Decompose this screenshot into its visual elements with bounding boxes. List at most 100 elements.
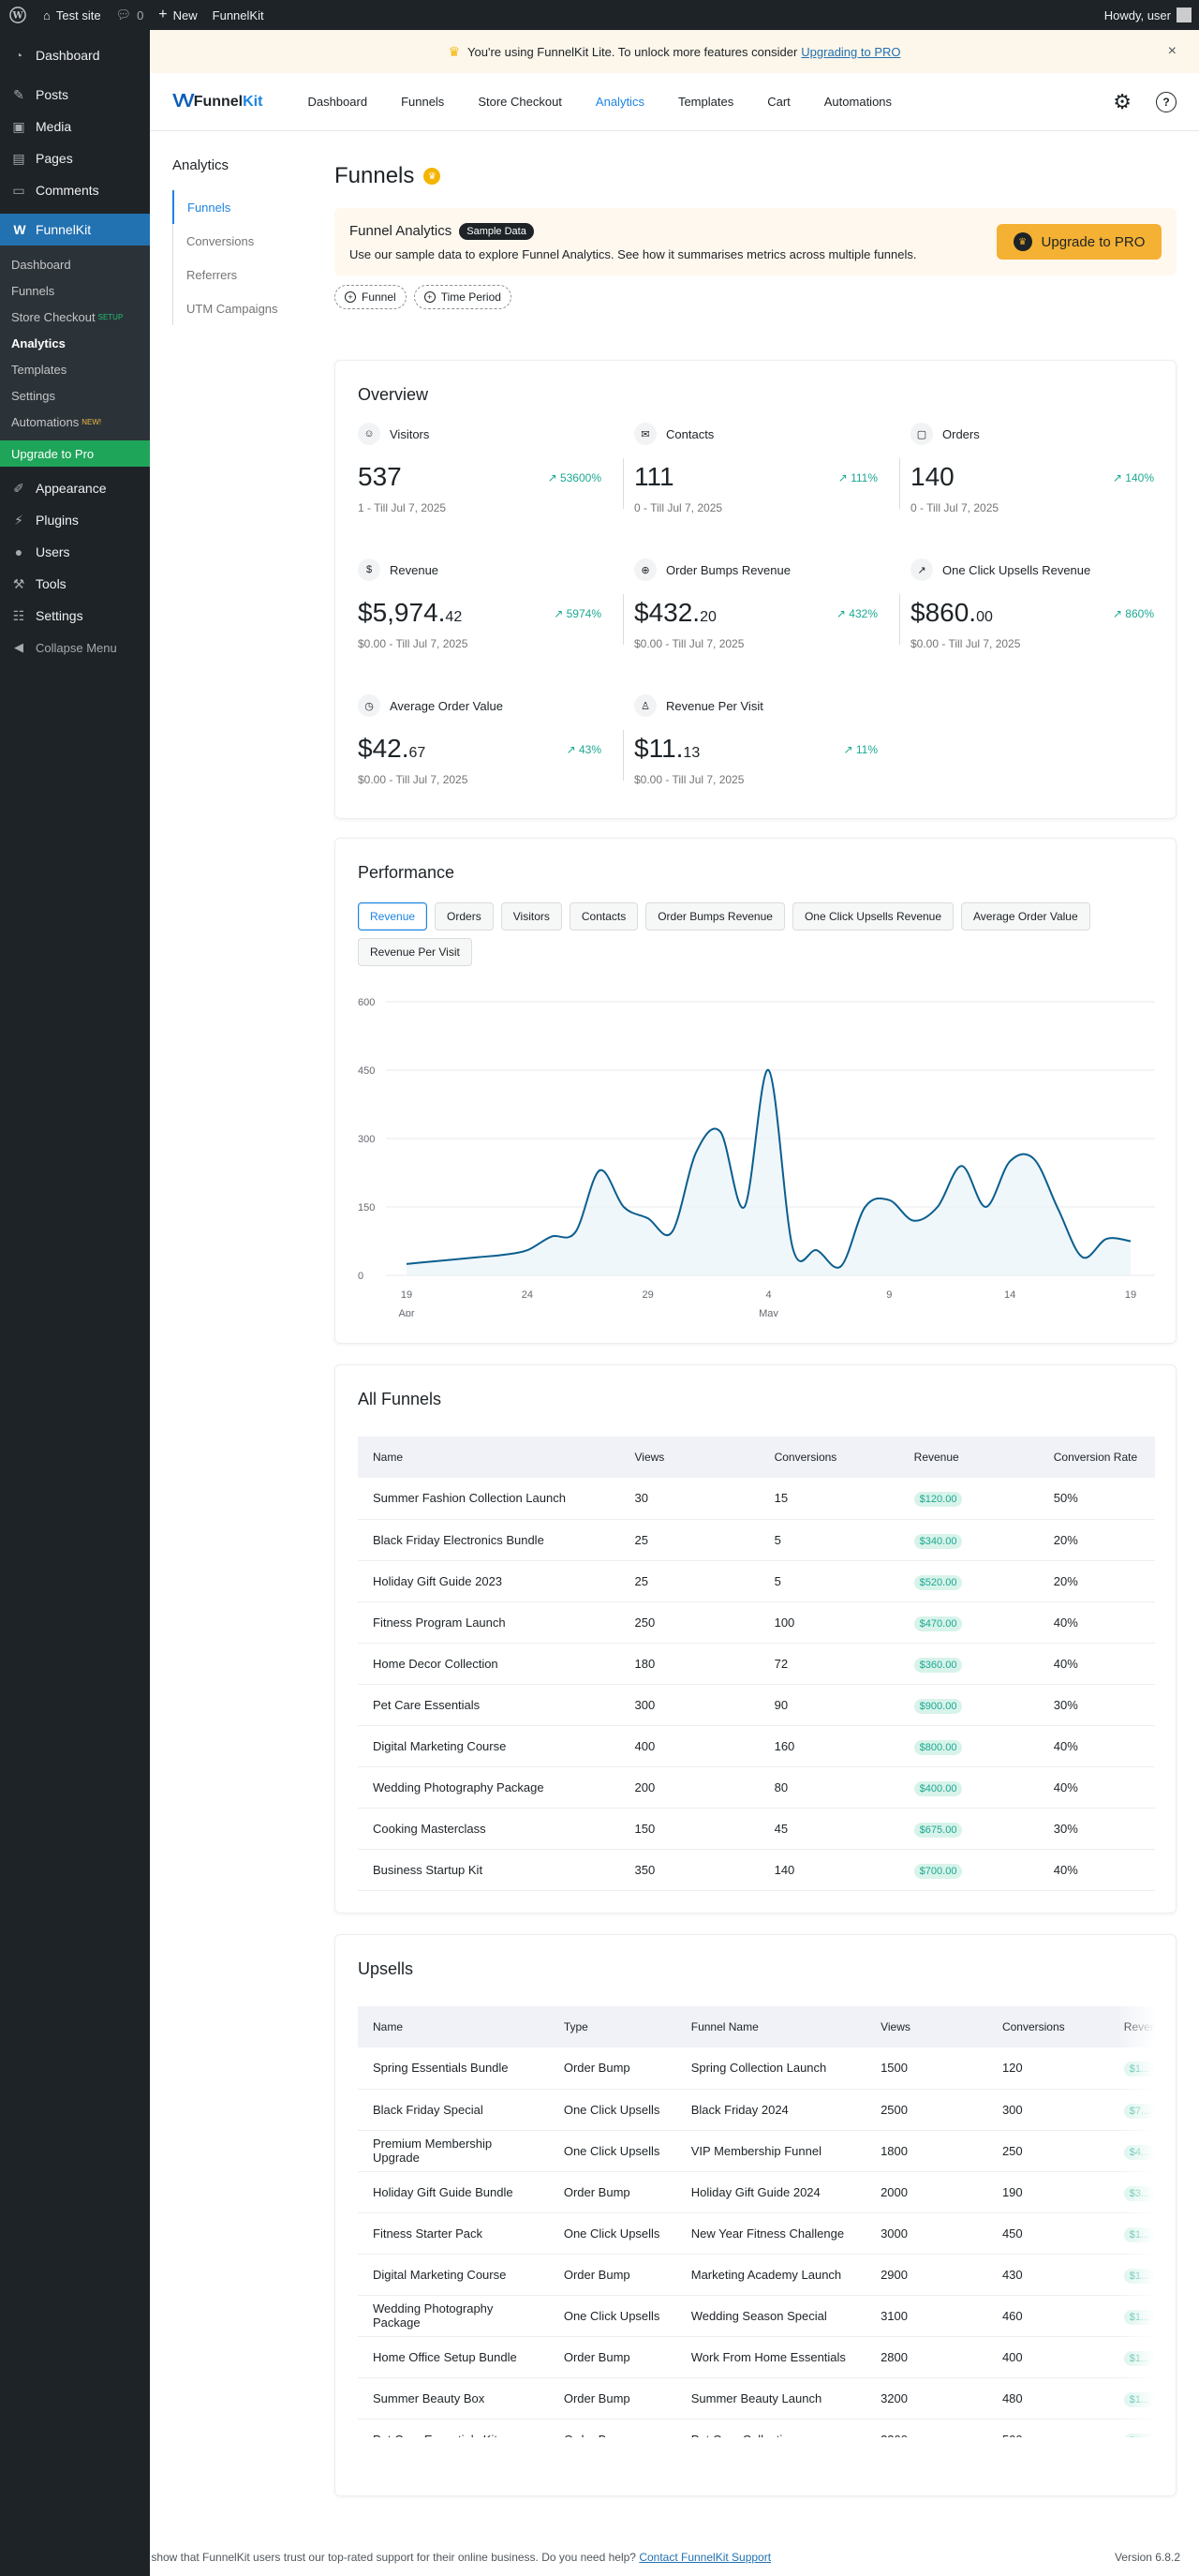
funnel-filter[interactable]: + Funnel [334,285,407,309]
table-row[interactable]: Home Office Setup Bundle Order Bump Work F… [358,2336,1155,2378]
submenu-item-templates[interactable]: Templates [0,356,150,382]
table-cell: Business Startup Kit [358,1849,620,1891]
column-header[interactable]: Revenue [898,1437,1039,1478]
table-row[interactable]: Pet Care Essentials KitOrder BumpPet Car… [358,2419,1155,2437]
table-row[interactable]: Premium Membership Upgrade One Click Upse… [358,2130,1155,2172]
nav-cart[interactable]: Cart [767,95,791,109]
column-header[interactable]: Name [358,2006,549,2047]
nav-dashboard[interactable]: Dashboard [307,95,368,109]
metric-label: One Click Upsells Revenue [942,562,1091,577]
aov-icon: ◷ [358,694,380,717]
sidebar-item-appearance[interactable]: ✐ Appearance [0,472,150,504]
table-row[interactable]: Fitness Starter Pack One Click Upsells New… [358,2212,1155,2255]
table-row[interactable]: Holiday Gift Guide 2023 25 5 $520.00 20% [358,1560,1155,1602]
tab-average-order-value[interactable]: Average Order Value [961,902,1090,931]
table-cell: $360.00 [898,1643,1039,1685]
table-row[interactable]: Spring Essentials Bundle Order Bump Spring… [358,2047,1155,2090]
table-row[interactable]: Summer Beauty Box Order Bump Summer Beauty… [358,2377,1155,2420]
table-cell: 40% [1038,1643,1155,1685]
wordpress-logo-icon[interactable]: W [0,0,36,30]
sidebar-item-dashboard[interactable]: ◔ Dashboard [0,39,150,71]
nav-templates[interactable]: Templates [677,95,734,109]
site-name-link[interactable]: ⌂ Test site [36,0,109,30]
sidebar-item-label: Comments [36,183,99,198]
sidebar-item-tools[interactable]: ⚒︎ Tools [0,568,150,600]
sidebar-item-media[interactable]: ▣ Media [0,111,150,142]
table-row[interactable]: Digital Marketing Course Order Bump Market… [358,2254,1155,2296]
column-header[interactable]: Views [619,1437,760,1478]
upgrade-to-pro-button[interactable]: ♛ Upgrade to PRO [997,224,1162,260]
column-header[interactable]: Conversions [759,1437,899,1478]
table-row[interactable]: Summer Fashion Collection Launch 30 15 $120… [358,1478,1155,1520]
column-header[interactable]: Funnel Name [675,2006,866,2047]
table-row[interactable]: Black Friday Special One Click Upsells Bla… [358,2089,1155,2131]
sidebar-upgrade-to-pro[interactable]: Upgrade to Pro [0,440,150,467]
table-row[interactable]: Wedding Photography Package 200 80 $400.00 4… [358,1766,1155,1809]
tab-contacts[interactable]: Contacts [569,902,639,931]
tab-revenue[interactable]: Revenue [358,902,428,931]
subnav-conversions[interactable]: Conversions [172,224,322,258]
upgrade-link[interactable]: Upgrading to PRO [801,44,901,59]
subnav-title: Analytics [172,157,229,173]
time-period-filter[interactable]: + Time Period [413,285,511,309]
submenu-item-settings[interactable]: Settings [0,382,150,409]
table-row[interactable]: Black Friday Electronics Bundle 25 5 $340.0… [358,1519,1155,1561]
new-content-link[interactable]: + New [151,0,204,30]
submenu-item-dashboard[interactable]: Dashboard [0,251,150,277]
tab-one-click-upsells-revenue[interactable]: One Click Upsells Revenue [792,902,955,931]
table-row[interactable]: Business Startup Kit 350 140 $700.00 40% [358,1849,1155,1891]
help-icon[interactable]: ? [1156,91,1177,112]
tab-visitors[interactable]: Visitors [500,902,562,931]
table-row[interactable]: Cooking Masterclass 150 45 $675.00 30% [358,1808,1155,1850]
notice-title: Funnel Analytics [349,223,452,239]
sidebar-item-funnelkit[interactable]: W FunnelKit [0,214,150,246]
logo-text-kit: Kit [243,93,263,110]
column-header[interactable]: Type [548,2006,676,2047]
nav-automations[interactable]: Automations [823,95,893,109]
subnav-referrers[interactable]: Referrers [172,258,322,291]
submenu-item-automations[interactable]: Automations NEW! [0,409,150,435]
tab-order-bumps-revenue[interactable]: Order Bumps Revenue [645,902,785,931]
table-row[interactable]: Pet Care Essentials 300 90 $900.00 30% [358,1684,1155,1726]
table-row[interactable]: Wedding Photography Package One Click Ups… [358,2295,1155,2337]
column-header[interactable]: Name [358,1437,620,1478]
gear-icon[interactable]: ⚙︎ [1113,89,1132,113]
metric-trend: ↗ 432% [836,607,878,620]
crown-icon: ♛ [1013,232,1032,251]
table-row[interactable]: Fitness Program Launch 250 100 $470.00 40% [358,1601,1155,1644]
close-icon[interactable]: × [1167,43,1177,59]
nav-analytics[interactable]: Analytics [595,95,644,109]
contact-support-link[interactable]: Contact FunnelKit Support [639,2551,772,2564]
subnav-funnels[interactable]: Funnels [172,190,322,224]
table-row[interactable]: Holiday Gift Guide Bundle Order Bump Holid… [358,2171,1155,2213]
sidebar-item-pages[interactable]: ▤ Pages [0,142,150,174]
tab-revenue-per-visit[interactable]: Revenue Per Visit [358,938,472,966]
metric-revenue: $ Revenue $5,974.42 ↗ 5974% $0.00 - Till Jul… [358,558,601,671]
collapse-menu-button[interactable]: ◀ Collapse Menu [0,632,150,663]
sidebar-item-comments[interactable]: ▭ Comments [0,174,150,206]
submenu-item-store-checkout[interactable]: Store Checkout SETUP [0,304,150,330]
table-row[interactable]: Home Decor Collection 180 72 $360.00 40% [358,1643,1155,1685]
submenu-item-funnels[interactable]: Funnels [0,277,150,304]
submenu-item-analytics[interactable]: Analytics [0,330,150,356]
sidebar-item-posts[interactable]: ✎ Posts [0,79,150,111]
column-header[interactable]: Conversions [986,2006,1109,2047]
comments-link[interactable]: 💬︎ 0 [109,0,152,30]
metric-value: $11.13 [634,734,700,764]
sidebar-item-users[interactable]: ● Users [0,536,150,568]
user-account-menu[interactable]: Howdy, user [1097,0,1199,30]
column-header[interactable]: Views [866,2006,987,2047]
nav-store-checkout[interactable]: Store Checkout [478,95,562,109]
sidebar-item-plugins[interactable]: ⚡︎ Plugins [0,504,150,536]
sidebar-item-settings[interactable]: ☷ Settings [0,600,150,632]
funnelkit-logo[interactable]: VV Funnel Kit [172,91,262,112]
column-header[interactable]: Conversion Rate [1038,1437,1155,1478]
table-cell: 120 [986,2047,1109,2090]
nav-funnels[interactable]: Funnels [401,95,445,109]
upsell-icon: ↗ [910,558,933,581]
tab-orders[interactable]: Orders [435,902,494,931]
subnav-utm-campaigns[interactable]: UTM Campaigns [172,291,322,325]
funnelkit-adminbar-link[interactable]: FunnelKit [205,0,272,30]
table-row[interactable]: Digital Marketing Course 400 160 $800.00 40% [358,1725,1155,1767]
